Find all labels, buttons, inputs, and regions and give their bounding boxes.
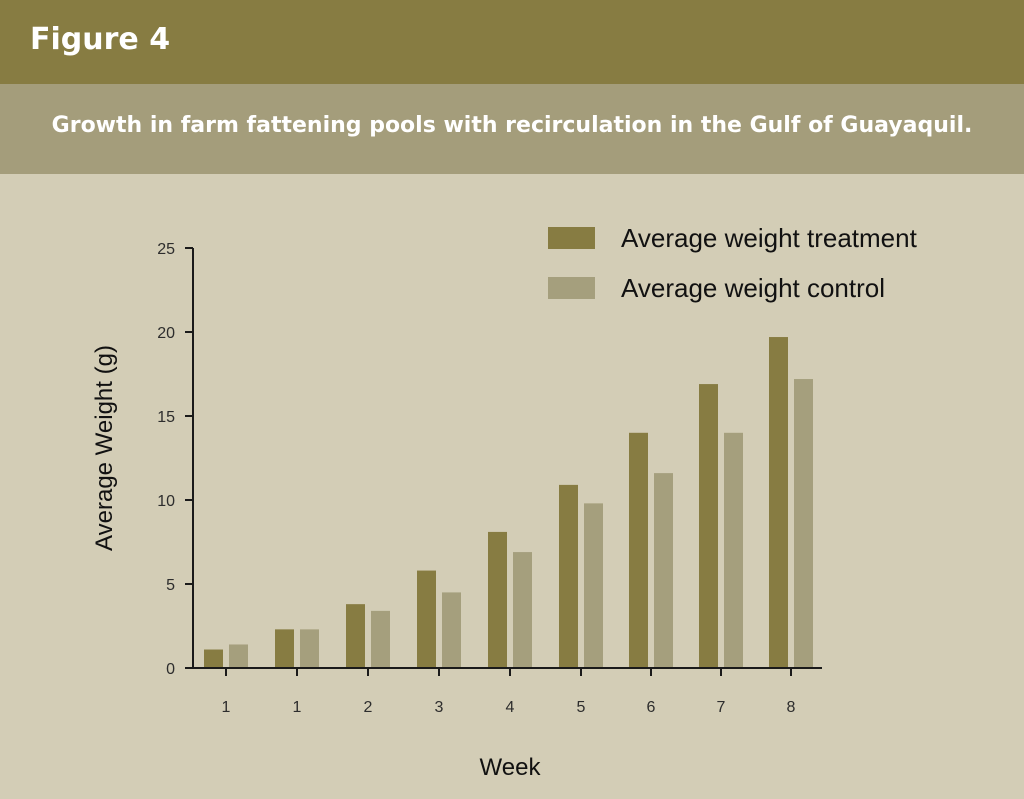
- x-tick-label-1: 1: [222, 699, 231, 716]
- y-tick-label-25: 25: [157, 241, 175, 258]
- y-tick-label-0: 0: [166, 661, 175, 678]
- bar-treatment-2: [275, 629, 294, 668]
- figure-header: Figure 4: [0, 0, 1024, 84]
- figure-caption: Growth in farm fattening pools with reci…: [51, 113, 973, 138]
- x-tick-label-6: 5: [577, 699, 586, 716]
- x-tick-label-4: 3: [435, 699, 444, 716]
- bar-treatment-3: [346, 604, 365, 668]
- y-tick-label-5: 5: [166, 577, 175, 594]
- bar-control-5: [513, 552, 532, 668]
- bar-control-3: [371, 610, 390, 668]
- bar-control-7: [654, 473, 673, 668]
- x-tick-label-9: 8: [787, 699, 796, 716]
- bar-control-4: [442, 592, 461, 668]
- y-axis-title: Average Weight (g): [91, 345, 118, 551]
- bar-control-2: [300, 629, 319, 668]
- bar-treatment-7: [629, 432, 648, 668]
- x-tick-label-2: 1: [293, 699, 302, 716]
- x-axis-title: Week: [480, 754, 542, 781]
- legend-swatch-control: [548, 277, 595, 299]
- caption-bar: Growth in farm fattening pools with reci…: [0, 84, 1024, 174]
- y-tick-label-10: 10: [157, 493, 175, 510]
- y-tick-label-15: 15: [157, 409, 175, 426]
- legend-label-treatment: Average weight treatment: [621, 223, 918, 253]
- bar-control-9: [794, 379, 813, 668]
- legend-label-control: Average weight control: [621, 273, 885, 303]
- x-tick-label-5: 4: [506, 699, 515, 716]
- bar-chart: 0 5 10 15 20 25 1 1 2 3 4 5 6 7 8 Week Average Weight (g…: [91, 223, 918, 781]
- chart-panel: 0 5 10 15 20 25 1 1 2 3 4 5 6 7 8 Week Average Weight (g…: [0, 174, 1024, 799]
- bar-control-8: [724, 432, 743, 668]
- x-tick-label-7: 6: [647, 699, 656, 716]
- bar-control-1: [229, 644, 248, 668]
- x-tick-label-8: 7: [717, 699, 726, 716]
- figure-label: Figure 4: [30, 22, 171, 57]
- bar-treatment-8: [699, 384, 718, 668]
- bar-control-6: [584, 503, 603, 668]
- bar-treatment-5: [488, 531, 507, 668]
- legend-swatch-treatment: [548, 227, 595, 249]
- bar-treatment-1: [204, 649, 223, 668]
- y-tick-label-20: 20: [157, 325, 175, 342]
- bar-treatment-9: [769, 337, 788, 668]
- bar-treatment-6: [559, 484, 578, 668]
- x-tick-label-3: 2: [364, 699, 373, 716]
- bar-treatment-4: [417, 570, 436, 668]
